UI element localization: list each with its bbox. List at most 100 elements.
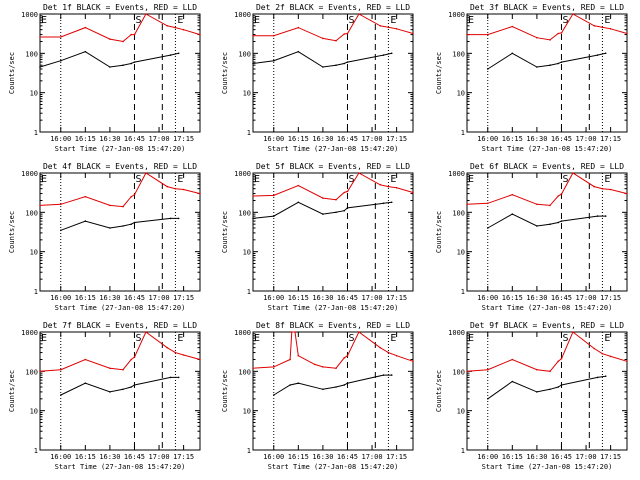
y-axis-label: Counts/sec — [221, 52, 229, 94]
marker-label-mid: S — [348, 174, 354, 185]
data-point — [60, 229, 62, 232]
data-point — [609, 28, 612, 30]
data-point — [557, 360, 559, 363]
data-point — [133, 61, 136, 63]
x-tick-label: 16:45 — [551, 135, 572, 143]
plot-frame — [466, 13, 628, 133]
plot-frame — [252, 172, 414, 292]
marker-label-mid: S — [135, 15, 141, 26]
data-point — [560, 220, 563, 222]
x-axis-label: Start Time (27-Jan-08 15:47:20) — [268, 145, 399, 153]
detector-panel: Det 2f BLACK = Events, RED = LLD 1 10 100 10… — [221, 3, 414, 153]
data-point — [60, 59, 62, 62]
x-tick-label: 17:00 — [362, 135, 383, 143]
data-point — [626, 32, 628, 35]
panel-title: Det 6f BLACK = Events, RED = LLD — [470, 162, 624, 171]
x-tick-label: 17:15 — [600, 135, 621, 143]
y-tick-label: 1000 — [448, 170, 465, 178]
data-point — [84, 220, 87, 222]
marker-label-right: E — [390, 174, 396, 185]
data-point — [549, 204, 551, 207]
data-point — [322, 66, 324, 68]
y-tick-label: 100 — [238, 50, 251, 58]
x-tick-label: 16:15 — [502, 453, 523, 461]
data-point — [182, 354, 185, 356]
data-point — [60, 203, 62, 206]
y-tick-label: 1 — [461, 129, 465, 137]
y-tick-label: 10 — [457, 408, 465, 416]
data-point — [487, 202, 489, 205]
x-tick-label: 17:15 — [173, 453, 194, 461]
data-point — [322, 37, 324, 40]
data-point — [182, 188, 185, 191]
detector-panel: Det 1f BLACK = Events, RED = LLD 1 10 100 10… — [8, 3, 201, 153]
data-point — [387, 185, 390, 188]
lld-series-line — [466, 172, 628, 206]
data-point — [382, 54, 385, 56]
y-tick-label: 1000 — [234, 170, 251, 178]
data-point — [487, 68, 489, 70]
marker-label-left: E — [41, 333, 47, 344]
x-tick-label: 16:30 — [312, 294, 333, 302]
data-point — [593, 25, 595, 27]
x-tick-label: 17:00 — [149, 135, 170, 143]
x-tick-label: 16:30 — [312, 453, 333, 461]
data-point — [322, 366, 324, 368]
x-tick-label: 16:15 — [288, 294, 309, 302]
data-point — [297, 26, 300, 29]
y-tick-label: 1000 — [448, 11, 465, 19]
x-tick-label: 16:15 — [502, 135, 523, 143]
data-point — [487, 33, 489, 36]
marker-label-right: E — [390, 333, 396, 344]
data-point — [291, 331, 293, 333]
data-point — [122, 64, 124, 66]
x-tick-label: 16:30 — [99, 135, 120, 143]
data-point — [382, 374, 385, 376]
events-series-line — [487, 375, 606, 400]
data-point — [536, 368, 538, 371]
marker-label-mid: S — [562, 333, 568, 344]
x-tick-label: 16:45 — [124, 294, 145, 302]
x-tick-label: 17:15 — [386, 135, 407, 143]
data-point — [252, 34, 254, 37]
marker-label-right: E — [604, 333, 610, 344]
data-point — [169, 54, 172, 56]
y-tick-label: 1 — [247, 447, 251, 455]
data-point — [109, 38, 111, 40]
detector-panel: Det 4f BLACK = Events, RED = LLD 1 10 100 10… — [8, 162, 201, 312]
data-point — [252, 62, 254, 65]
y-axis-label: Counts/sec — [221, 211, 229, 253]
plot-frame — [39, 13, 201, 133]
y-tick-label: 1000 — [448, 329, 465, 337]
x-tick-label: 16:45 — [337, 294, 358, 302]
marker-label-left: E — [468, 174, 474, 185]
data-point — [487, 227, 489, 229]
lld-series-line — [466, 331, 628, 372]
data-point — [177, 52, 180, 55]
data-point — [335, 39, 337, 42]
y-tick-label: 10 — [243, 90, 251, 98]
panel-title: Det 8f BLACK = Events, RED = LLD — [256, 321, 410, 330]
data-point — [343, 209, 346, 212]
data-point — [549, 388, 551, 391]
marker-label-mid: S — [348, 333, 354, 344]
data-point — [387, 26, 390, 29]
data-point — [60, 394, 62, 396]
data-point — [343, 62, 346, 65]
data-point — [466, 203, 468, 206]
data-point — [252, 195, 254, 197]
x-tick-label: 16:00 — [50, 453, 71, 461]
data-point — [39, 66, 41, 68]
plot-frame — [252, 13, 414, 133]
data-point — [557, 386, 559, 388]
x-tick-label: 17:15 — [386, 453, 407, 461]
data-point — [596, 54, 599, 56]
lld-series-line — [467, 13, 628, 41]
data-point — [109, 391, 111, 393]
data-point — [273, 366, 275, 368]
marker-label-left: E — [468, 15, 474, 26]
data-point — [60, 368, 62, 371]
data-point — [109, 367, 111, 370]
panel-title: Det 9f BLACK = Events, RED = LLD — [470, 321, 624, 330]
y-tick-label: 1000 — [21, 11, 38, 19]
